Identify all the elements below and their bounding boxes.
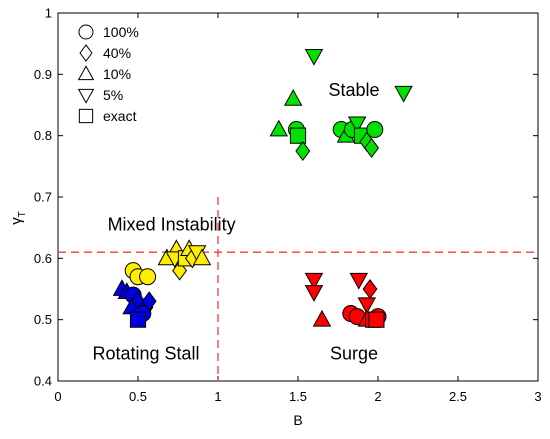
legend-label: 5% [103, 87, 123, 103]
legend-label: 10% [103, 66, 131, 82]
legend-marker-circle [78, 24, 94, 40]
y-tick-label: 0.9 [34, 67, 52, 82]
data-point-square [289, 127, 307, 144]
x-tick-label: 1.5 [289, 389, 307, 404]
axes-layer: 0 0.5 1 1.5 2 2.5 3 0.4 0.5 0.6 0.7 0.8 0.9 1 [34, 6, 542, 405]
legend-label: 100% [103, 24, 139, 40]
legend-entry: exact [78, 108, 137, 124]
data-point-circle [366, 121, 384, 139]
x-tick-label: 0.5 [129, 389, 147, 404]
data-point-square [129, 311, 147, 328]
y-tick-label: 0.8 [34, 128, 52, 143]
data-point-triangle-up [192, 248, 212, 266]
legend-entry: 100% [78, 24, 139, 40]
y-tick-label: 0.7 [34, 190, 52, 205]
y-tick-label: 0.6 [34, 251, 52, 266]
data-point-triangle-down [304, 285, 324, 302]
point-group-stable [269, 49, 413, 162]
legend-entry: 5% [77, 87, 123, 104]
data-point-diamond [141, 291, 157, 312]
data-point-triangle-down [349, 272, 369, 290]
x-tick-label: 2.5 [449, 389, 467, 404]
legend-label: 40% [103, 45, 131, 61]
point-group-rotating-stall [112, 279, 157, 328]
x-tick-label: 1 [214, 389, 221, 404]
legend-label: exact [103, 108, 137, 124]
legend-entry: 40% [79, 44, 131, 62]
data-point-triangle-up [269, 119, 289, 137]
x-tick-label: 2 [374, 389, 381, 404]
x-tick-label: 3 [534, 389, 541, 404]
data-point-triangle-down [304, 49, 324, 66]
data-point-triangle-down [347, 116, 367, 134]
data-point-diamond [364, 137, 380, 158]
data-point-triangle-down [357, 297, 377, 315]
x-axis-label: B [293, 412, 302, 428]
y-tick-label: 0.5 [34, 312, 52, 327]
y-axis-label-subscript: T [17, 211, 28, 217]
region-label-rotating-stall: Rotating Stall [92, 344, 199, 364]
region-label-mixed-instability: Mixed Instability [108, 215, 236, 235]
point-group-surge [304, 272, 387, 328]
x-tick-label: 0 [54, 389, 61, 404]
data-point-circle [139, 268, 157, 286]
data-points [112, 49, 413, 328]
data-point-triangle-down [304, 272, 324, 290]
legend: 100% 40% 10% 5% exact [77, 24, 139, 124]
y-tick-label: 1 [45, 6, 52, 21]
legend-marker-square [78, 108, 94, 124]
legend-marker-diamond [79, 44, 93, 62]
y-axis-label-main: γ [8, 217, 25, 225]
region-label-stable: Stable [328, 80, 379, 100]
legend-entry: 10% [77, 65, 131, 82]
legend-marker-triangle-up [77, 65, 95, 81]
region-label-surge: Surge [330, 344, 378, 364]
region-annotations: Stable Mixed Instability Rotating Stall Sur… [92, 80, 379, 364]
data-point-square [368, 311, 385, 328]
point-group-mixed-instability [124, 239, 212, 286]
axis-labels: B γT [8, 211, 303, 428]
y-tick-label: 0.4 [34, 374, 52, 389]
data-point-triangle-up [312, 309, 332, 327]
y-axis-label: γT [8, 211, 28, 225]
data-point-diamond [295, 140, 311, 162]
data-point-triangle-up [283, 89, 303, 106]
legend-marker-triangle-down [77, 88, 95, 104]
data-point-triangle-down [394, 85, 413, 103]
reference-lines [58, 197, 538, 381]
data-point-diamond [362, 278, 378, 300]
